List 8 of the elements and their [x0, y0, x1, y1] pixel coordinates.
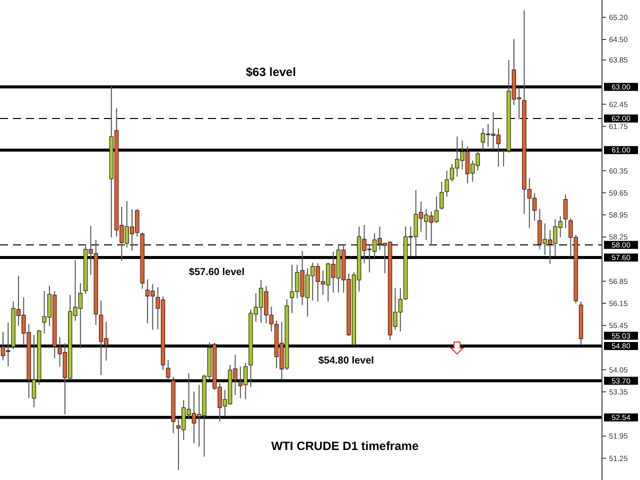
annotation: $57.60 level — [188, 267, 245, 278]
annotation: $63 level — [246, 65, 296, 80]
annotation: $54.80 level — [318, 356, 374, 367]
candlestick — [440, 181, 444, 210]
candlestick — [444, 170, 449, 198]
candlestick — [563, 194, 568, 229]
candlestick — [166, 359, 170, 380]
text: WTI CRUDE D1 timeframe — [271, 439, 419, 454]
